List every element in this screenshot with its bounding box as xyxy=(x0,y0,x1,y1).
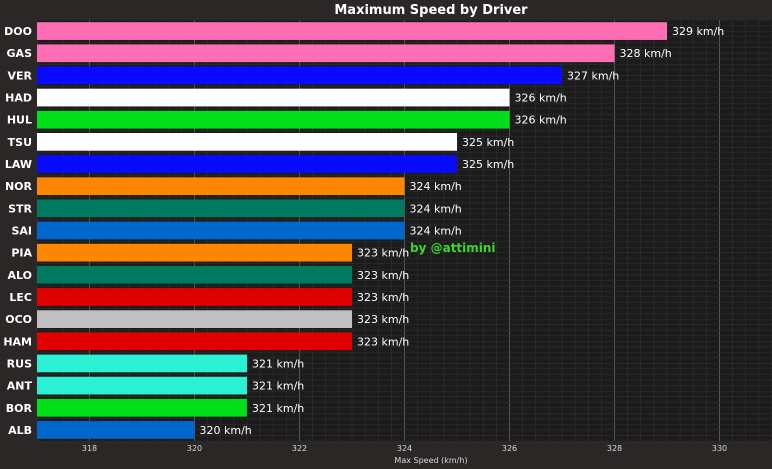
y-tick-label: STR xyxy=(8,202,32,215)
data-label: 326 km/h xyxy=(515,92,567,105)
y-tick-label: TSU xyxy=(8,136,32,149)
data-label: 321 km/h xyxy=(252,380,304,393)
data-label: 325 km/h xyxy=(462,158,514,171)
watermark-text: by @attimini xyxy=(410,241,496,255)
y-tick-labels: DOO GAS VER HAD HUL TSU LAW NOR STR SAI PIA ALO LEC O… xyxy=(3,25,32,437)
bar-oco xyxy=(37,310,352,328)
x-tick-label: 320 xyxy=(187,444,202,453)
bar-tsu xyxy=(37,133,457,151)
data-label: 324 km/h xyxy=(410,180,462,193)
bar-bor xyxy=(37,398,247,417)
y-tick-label: PIA xyxy=(11,247,32,260)
y-tick-label: ANT xyxy=(7,380,33,393)
y-tick-label: ALB xyxy=(8,424,32,437)
y-tick-label: RUS xyxy=(7,357,32,370)
bar-had xyxy=(37,88,510,107)
data-label: 321 km/h xyxy=(252,357,304,370)
bar-nor xyxy=(37,177,405,196)
bar-lec xyxy=(37,288,352,306)
x-axis-label: Max Speed (km/h) xyxy=(394,456,467,465)
data-label: 323 km/h xyxy=(357,313,409,326)
data-label: 325 km/h xyxy=(462,136,514,149)
data-label: 323 km/h xyxy=(357,335,409,348)
bar-pia xyxy=(37,243,352,262)
x-tick-label: 328 xyxy=(607,444,622,453)
bar-gas xyxy=(37,44,615,63)
y-tick-label: OCO xyxy=(5,313,32,326)
x-tick-label: 330 xyxy=(712,444,727,453)
bar-rus xyxy=(37,354,247,373)
data-label: 320 km/h xyxy=(200,424,252,437)
bars xyxy=(37,22,667,439)
bar-sai xyxy=(37,221,405,240)
y-tick-label: BOR xyxy=(6,402,33,415)
y-tick-label: NOR xyxy=(5,180,33,193)
bar-alo xyxy=(37,265,352,284)
data-label: 321 km/h xyxy=(252,402,304,415)
y-tick-label: ALO xyxy=(8,269,32,282)
bar-ver xyxy=(37,66,562,85)
x-tick-label: 318 xyxy=(82,444,97,453)
data-label: 327 km/h xyxy=(567,69,619,82)
y-tick-label: HUL xyxy=(7,114,32,127)
data-label: 323 km/h xyxy=(357,291,409,304)
data-label: 323 km/h xyxy=(357,269,409,282)
data-label: 324 km/h xyxy=(410,202,462,215)
chart-title: Maximum Speed by Driver xyxy=(334,3,528,18)
x-tick-labels: 318 320 322 324 326 328 330 xyxy=(82,444,727,453)
bar-ant xyxy=(37,376,247,395)
bar-doo xyxy=(37,22,667,40)
data-label: 324 km/h xyxy=(410,225,462,238)
data-label: 326 km/h xyxy=(515,114,567,127)
y-tick-label: HAM xyxy=(3,335,32,348)
bar-hul xyxy=(37,110,510,129)
y-tick-label: DOO xyxy=(4,25,32,38)
x-tick-label: 324 xyxy=(397,444,412,453)
data-label: 323 km/h xyxy=(357,247,409,260)
y-tick-label: VER xyxy=(8,69,33,82)
x-tick-label: 326 xyxy=(502,444,517,453)
y-tick-label: HAD xyxy=(5,92,32,105)
y-tick-label: LEC xyxy=(9,291,32,304)
y-tick-label: SAI xyxy=(11,225,32,238)
data-label: 328 km/h xyxy=(620,47,672,60)
x-tick-label: 322 xyxy=(292,444,307,453)
bar-law xyxy=(37,155,457,173)
bar-ham xyxy=(37,332,352,351)
bar-alb xyxy=(37,421,195,439)
y-tick-label: GAS xyxy=(7,47,33,60)
y-tick-label: LAW xyxy=(5,158,32,171)
bar-str xyxy=(37,199,405,218)
data-label: 329 km/h xyxy=(672,25,724,38)
